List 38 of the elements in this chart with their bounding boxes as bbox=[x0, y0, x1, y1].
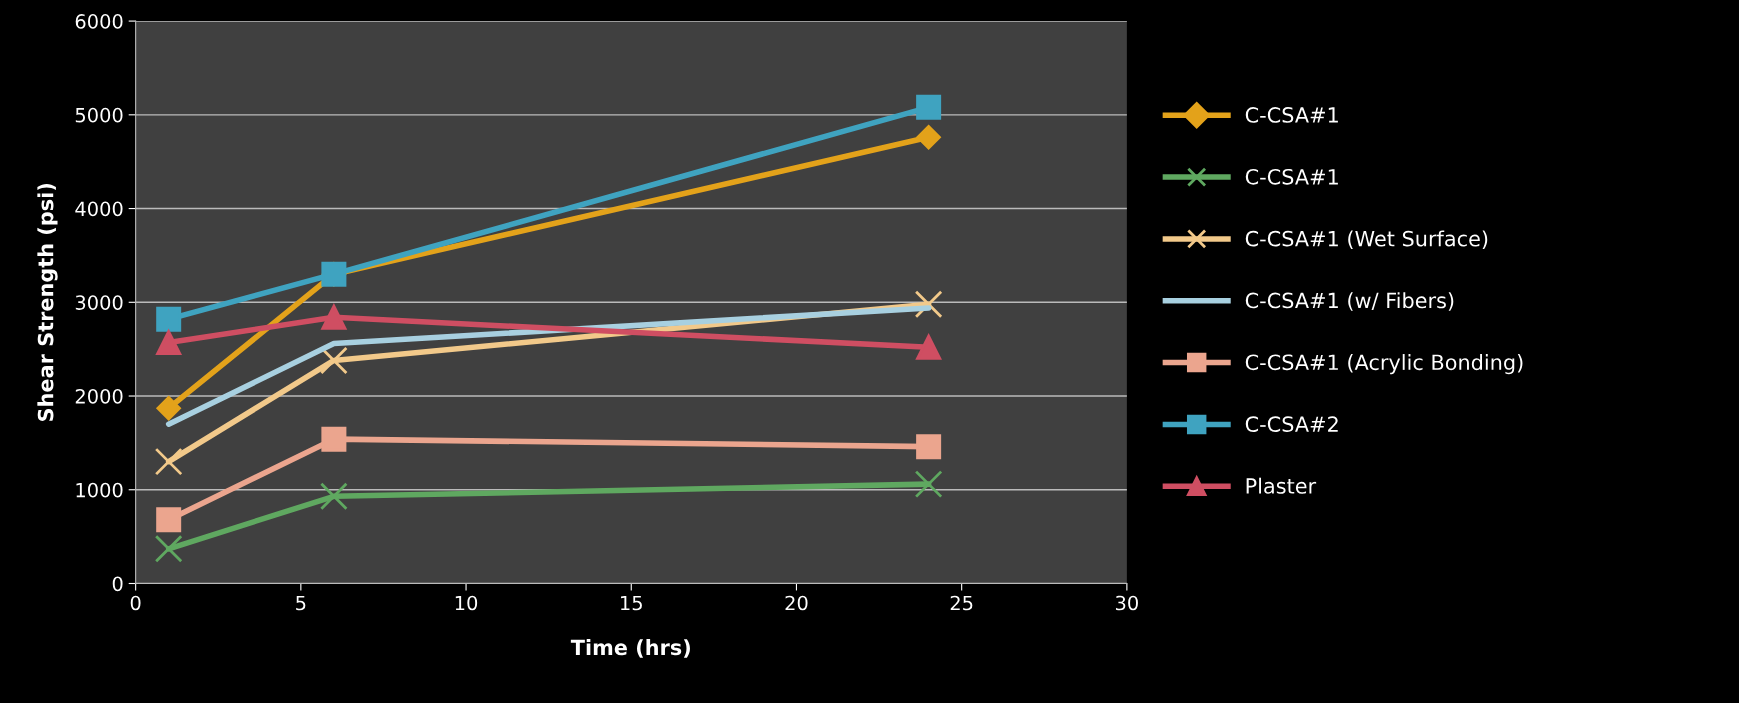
point bbox=[154, 534, 183, 563]
y-tick-label: 6000 bbox=[75, 14, 123, 29]
point bbox=[321, 426, 347, 452]
x-axis-title: Time (hrs) bbox=[570, 639, 690, 658]
y-tick-label: 5000 bbox=[75, 107, 123, 123]
y-tick-label: 0 bbox=[112, 576, 123, 592]
legend-label: C-CSA#1 bbox=[1245, 107, 1338, 123]
legend-label: C-CSA#1 (Acrylic Bonding) bbox=[1245, 354, 1523, 375]
x-tick-label: 15 bbox=[621, 595, 642, 611]
x-tick-label: 10 bbox=[455, 595, 478, 611]
point bbox=[156, 306, 182, 332]
point bbox=[156, 330, 182, 356]
y-tick-label: 3000 bbox=[75, 295, 123, 310]
point bbox=[914, 470, 943, 499]
legend-label: C-CSA#1 (Wet Surface) bbox=[1245, 230, 1488, 249]
point bbox=[916, 94, 942, 120]
y-tick-label: 2000 bbox=[75, 388, 123, 404]
y-axis-title: Shear Strength (psi) bbox=[37, 183, 58, 421]
y-tick-label: 1000 bbox=[76, 482, 123, 498]
x-tick-label: 5 bbox=[296, 595, 306, 611]
x-tick-label: 0 bbox=[130, 595, 141, 611]
legend-label: Plaster bbox=[1246, 477, 1317, 494]
point bbox=[156, 507, 182, 533]
x-tick-label: 25 bbox=[950, 595, 973, 611]
point bbox=[916, 434, 942, 460]
point bbox=[156, 396, 181, 421]
legend-label: C-CSA#1 bbox=[1245, 168, 1338, 185]
point bbox=[916, 334, 942, 360]
point bbox=[320, 482, 348, 511]
legend-label: C-CSA#1 (w/ Fibers) bbox=[1245, 292, 1454, 311]
x-tick-label: 30 bbox=[1115, 595, 1138, 611]
point bbox=[320, 346, 348, 375]
x-tick-label: 20 bbox=[785, 595, 808, 611]
point bbox=[916, 125, 941, 150]
point bbox=[154, 447, 183, 476]
y-tick-label: 4000 bbox=[75, 201, 123, 217]
legend-label: C-CSA#2 bbox=[1245, 416, 1338, 432]
point bbox=[321, 304, 347, 330]
